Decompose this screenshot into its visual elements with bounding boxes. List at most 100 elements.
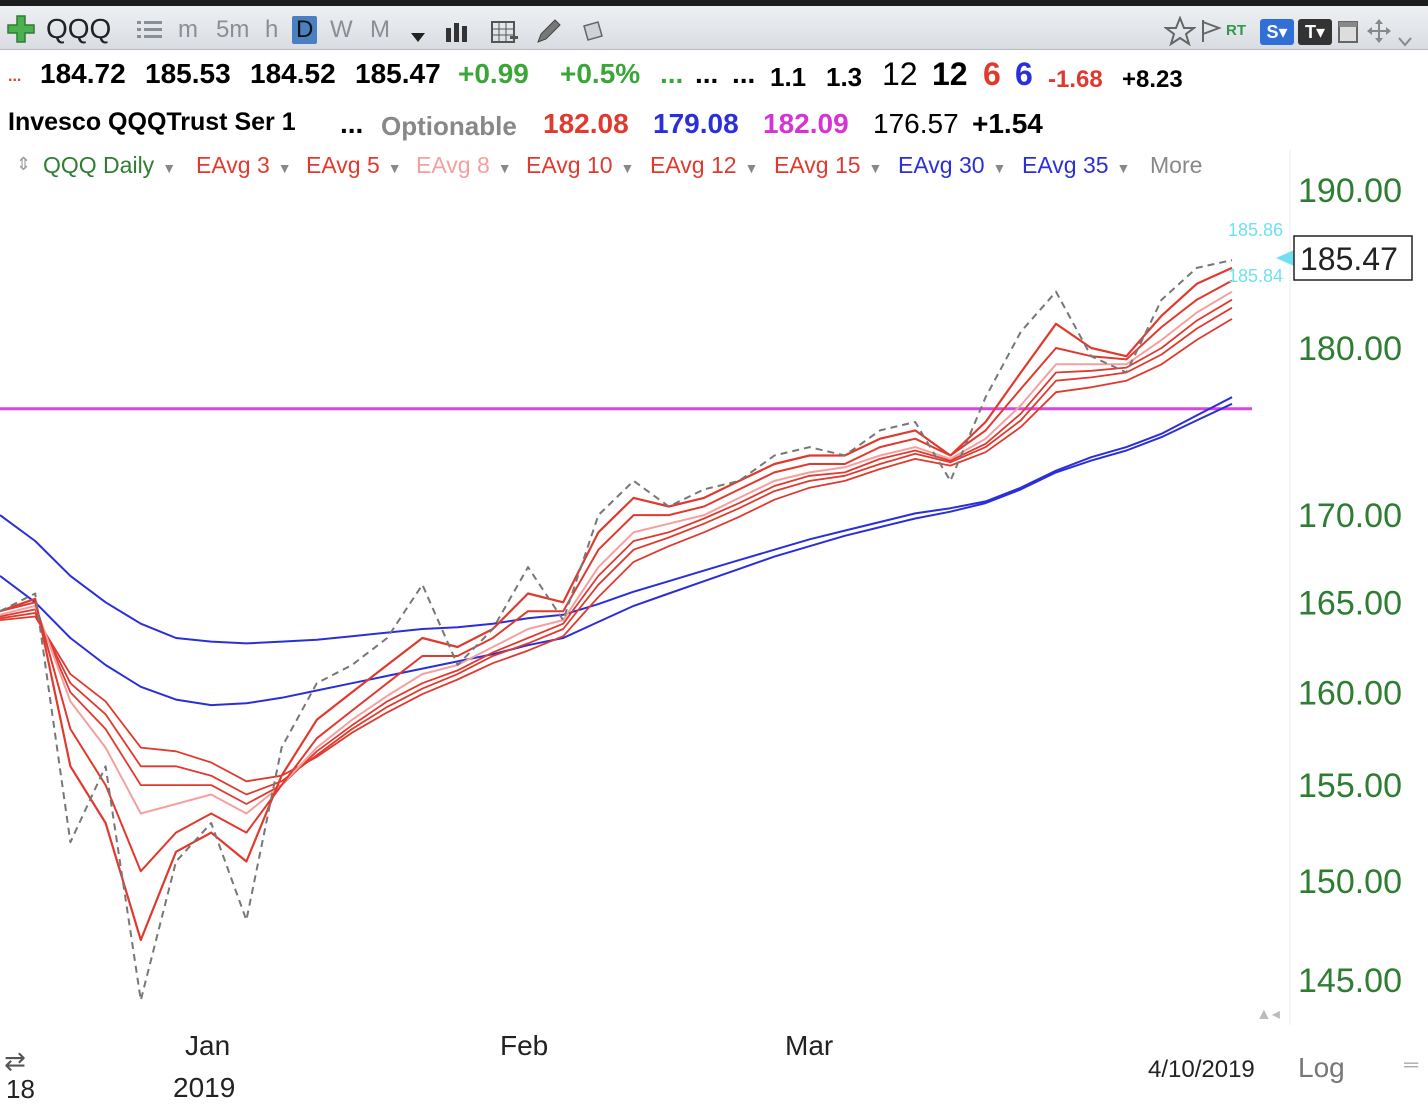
- t-label: T: [1304, 22, 1316, 42]
- y-tick-label: 145.00: [1298, 962, 1402, 1000]
- y-tick-label: 190.00: [1298, 172, 1402, 210]
- last-price-box: [1293, 235, 1413, 281]
- legend-eavg-10[interactable]: EAvg 10 ▼: [526, 152, 635, 178]
- quote-low: 184.52: [250, 58, 336, 89]
- list-icon[interactable]: [135, 18, 165, 49]
- series-line-qqq-daily[interactable]: [0, 259, 1233, 1002]
- s-menu-button[interactable]: S▾: [1260, 19, 1294, 45]
- series-line-eavg-5[interactable]: [0, 279, 1233, 873]
- legend-eavg-15[interactable]: EAvg 15 ▼: [774, 152, 883, 178]
- last-price-marker-icon: [1276, 250, 1294, 266]
- scroll-arrow-icon[interactable]: ▲◂: [1256, 1006, 1280, 1023]
- legend-eavg-8[interactable]: EAvg 8 ▼: [416, 152, 512, 178]
- quote-v3: 12: [882, 56, 918, 92]
- time-axis: ⇄ 18 Jan 2019 Feb Mar ▲◂ 4/10/2019 Log ═: [0, 1006, 1428, 1114]
- legend-eavg-5[interactable]: EAvg 5 ▼: [306, 152, 402, 178]
- legend-label: EAvg 30: [898, 152, 985, 178]
- quote-v6: 6: [1015, 56, 1033, 92]
- series-line-eavg-10[interactable]: [0, 298, 1233, 805]
- quote2-p4: 176.57: [873, 108, 959, 139]
- year-short-label: 18: [6, 1074, 35, 1104]
- quote-v4: 12: [932, 56, 968, 92]
- series-line-eavg-8[interactable]: [0, 290, 1233, 815]
- legend-qqq-daily[interactable]: QQQ Daily ▼: [43, 152, 177, 178]
- quote-v5: 6: [983, 56, 1001, 92]
- y-tick-label: 170.00: [1298, 497, 1402, 535]
- legend-eavg-12[interactable]: EAvg 12 ▼: [650, 152, 759, 178]
- quote-change-pct: +0.5%: [560, 58, 641, 89]
- legend-more-button[interactable]: More: [1150, 152, 1203, 178]
- legend-label: EAvg 15: [774, 152, 861, 178]
- s-label: S: [1266, 22, 1279, 42]
- move-icon[interactable]: [1366, 18, 1392, 51]
- y-tick-label: 160.00: [1298, 674, 1402, 712]
- legend-sort-icon[interactable]: ⇕: [16, 154, 32, 174]
- timeframe-mo[interactable]: M: [370, 16, 390, 43]
- quote2-p1: 182.08: [543, 108, 629, 139]
- resize-handle-icon[interactable]: ═: [1404, 1054, 1419, 1076]
- optionable-label: Optionable: [381, 111, 517, 141]
- timeframe-h[interactable]: h: [265, 16, 279, 43]
- indicator-legend: ⇕ QQQ Daily ▼ EAvg 3 ▼ EAvg 5 ▼ EAvg 8 ▼ EAv…: [0, 146, 1290, 186]
- quote-change: +0.99: [458, 58, 529, 89]
- series-line-eavg-35[interactable]: [0, 402, 1233, 707]
- legend-label: EAvg 3: [196, 152, 270, 178]
- add-symbol-plus-icon[interactable]: [6, 14, 36, 51]
- year-label: 2019: [173, 1072, 236, 1103]
- chart-toolbar: QQQ m 5m h D W M RT S▾ T▾: [0, 0, 1428, 50]
- legend-label: EAvg 10: [526, 152, 613, 178]
- month-jan-label: Jan: [185, 1030, 231, 1061]
- month-feb-label: Feb: [500, 1030, 549, 1061]
- legend-eavg-30[interactable]: EAvg 30 ▼: [898, 152, 1007, 178]
- chevron-down-icon[interactable]: [1398, 26, 1412, 54]
- window-icon[interactable]: [1336, 18, 1362, 53]
- quote-close: 185.47: [355, 58, 441, 89]
- quote-v7: -1.68: [1048, 66, 1103, 93]
- log-scale-toggle[interactable]: Log: [1298, 1052, 1345, 1083]
- legend-eavg-35[interactable]: EAvg 35 ▼: [1022, 152, 1131, 178]
- timeframe-5m[interactable]: 5m: [216, 16, 250, 43]
- grid-icon[interactable]: [490, 18, 520, 53]
- pencil-draw-icon[interactable]: [534, 18, 562, 53]
- eraser-icon[interactable]: [578, 18, 606, 53]
- security-name: Invesco QQQTrust Ser 1: [8, 108, 296, 136]
- series-line-eavg-15[interactable]: [0, 318, 1233, 783]
- legend-label: EAvg 35: [1022, 152, 1109, 178]
- legend-label: EAvg 12: [650, 152, 737, 178]
- quote-v2: 1.3: [826, 62, 863, 92]
- flag-icon[interactable]: [1200, 18, 1222, 51]
- quote2-p3: 182.09: [763, 108, 849, 139]
- quote2-p2: 179.08: [653, 108, 739, 139]
- quote2-p5: +1.54: [972, 108, 1043, 139]
- series-line-eavg-12[interactable]: [0, 306, 1233, 796]
- current-date-label: 4/10/2019: [1148, 1056, 1255, 1083]
- y-tick-label: 180.00: [1298, 330, 1402, 368]
- timeframe-m[interactable]: m: [178, 16, 198, 43]
- y-tick-label: 150.00: [1298, 863, 1402, 901]
- refresh-icon[interactable]: ⇄: [4, 1046, 26, 1076]
- bar-chart-icon[interactable]: [444, 20, 474, 51]
- realtime-label[interactable]: RT: [1226, 22, 1246, 39]
- series-line-eavg-30[interactable]: [0, 396, 1233, 645]
- y-tick-label: 165.00: [1298, 584, 1402, 622]
- t-menu-button[interactable]: T▾: [1298, 19, 1332, 45]
- symbol-label[interactable]: QQQ: [46, 13, 112, 44]
- star-watchlist-icon[interactable]: [1163, 15, 1197, 53]
- quote-high: 185.53: [145, 58, 231, 89]
- legend-eavg-3[interactable]: EAvg 3 ▼: [196, 152, 292, 178]
- month-mar-label: Mar: [785, 1030, 834, 1061]
- legend-label: EAvg 8: [416, 152, 490, 178]
- quote-v8: +8.23: [1122, 66, 1183, 93]
- quote-dots-1: ...: [660, 58, 684, 89]
- quote-dots-left: ...: [8, 68, 22, 85]
- last-price-label: 185.47: [1300, 241, 1398, 277]
- timeframe-dropdown-icon[interactable]: [410, 22, 426, 50]
- legend-label: EAvg 5: [306, 152, 380, 178]
- y-tick-label: 155.00: [1298, 767, 1402, 805]
- series-line-eavg-3[interactable]: [0, 266, 1233, 942]
- timeframe-w[interactable]: W: [330, 16, 353, 43]
- price-high-label: 185.86: [1228, 220, 1283, 240]
- legend-label: QQQ Daily: [43, 152, 155, 178]
- timeframe-d-selected[interactable]: D: [292, 16, 318, 44]
